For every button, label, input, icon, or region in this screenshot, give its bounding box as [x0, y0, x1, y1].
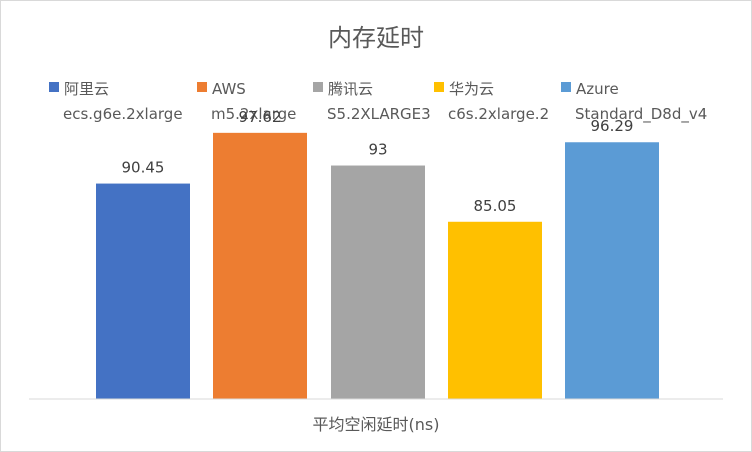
legend-swatch-4	[434, 82, 444, 92]
chart-title: 内存延时	[328, 24, 424, 52]
legend-label-2-line-1: AWS	[212, 80, 246, 98]
bar-4	[448, 221, 542, 399]
bar-3	[331, 165, 425, 399]
legend-label-3-line-1: 腾讯云	[328, 80, 373, 98]
bar-2	[213, 132, 307, 399]
legend-swatch-1	[49, 82, 59, 92]
legend: 阿里云 ecs.g6e.2xlarge AWS m5.2xlarge 腾讯云 S5.2XL…	[49, 80, 707, 124]
legend-label-1-line-1: 阿里云	[64, 80, 109, 98]
data-labels-group: 90.45 97.62 93 85.05 96.29	[122, 108, 634, 215]
legend-label-3-line-2: S5.2XLARGE3	[327, 105, 431, 123]
legend-label-1-line-2: ecs.g6e.2xlarge	[63, 105, 183, 123]
legend-label-4-line-1: 华为云	[449, 80, 494, 98]
legend-label-5-line-1: Azure	[576, 80, 619, 98]
x-axis-label: 平均空闲延时(ns)	[313, 415, 440, 434]
data-label-5: 96.29	[591, 117, 634, 135]
data-label-1: 90.45	[122, 159, 165, 177]
bar-1	[96, 183, 190, 399]
data-label-4: 85.05	[474, 197, 517, 215]
legend-swatch-3	[313, 82, 323, 92]
legend-swatch-5	[561, 82, 571, 92]
legend-label-5-line-2: Standard_D8d_v4	[575, 105, 707, 124]
legend-label-4-line-2: c6s.2xlarge.2	[448, 105, 549, 123]
data-label-3: 93	[368, 141, 387, 159]
bar-5	[565, 142, 659, 400]
bars-group	[96, 132, 659, 400]
data-label-2: 97.62	[239, 108, 282, 126]
legend-label-2-line-2: m5.2xlarge	[211, 105, 296, 123]
legend-swatch-2	[197, 82, 207, 92]
